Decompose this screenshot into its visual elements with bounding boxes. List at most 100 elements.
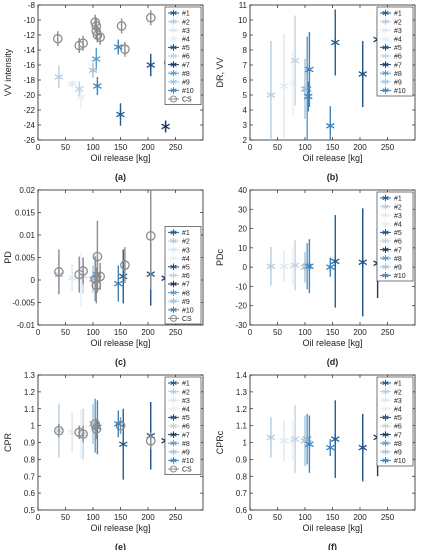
y-tick-label: 0.02 — [19, 186, 35, 195]
data-point-star — [290, 260, 300, 270]
data-point-circle — [120, 44, 130, 55]
legend-label: #6 — [182, 54, 190, 61]
data-point-star — [91, 54, 101, 64]
y-tick-label: 10 — [238, 16, 247, 25]
legend-label: #5 — [182, 265, 190, 272]
data-point-star — [358, 257, 368, 267]
legend-label: #5 — [394, 45, 402, 52]
legend-label: #3 — [394, 213, 402, 220]
x-tick-label: 0 — [248, 328, 253, 337]
legend-label: #9 — [394, 80, 402, 87]
legend-marker-star — [382, 194, 389, 202]
legend-label: #1 — [182, 381, 190, 388]
x-tick-label: 150 — [114, 143, 128, 152]
legend-marker-star — [382, 44, 389, 51]
x-axis-label: Oil release [kg] — [302, 338, 362, 348]
y-tick-label: 3 — [243, 121, 248, 130]
legend-marker-star — [170, 396, 177, 404]
data-point-circle — [92, 30, 103, 40]
legend-marker-star — [382, 431, 389, 438]
legend-marker-star — [170, 297, 177, 305]
x-tick-label: 200 — [141, 143, 155, 152]
legend-label: CS — [182, 97, 192, 104]
legend-marker-star — [170, 414, 177, 421]
y-tick-label: 2 — [243, 136, 248, 145]
data-point-circle — [116, 21, 127, 31]
y-tick-label: -0.005 — [12, 299, 35, 308]
data-point-circle — [145, 231, 156, 241]
data-point-star — [305, 261, 314, 271]
y-tick-label: -10 — [23, 16, 35, 25]
y-tick-label: 1 — [243, 439, 248, 448]
legend-marker-star — [170, 69, 177, 77]
legend-marker-star — [382, 439, 389, 447]
data-point-star — [300, 436, 310, 446]
x-tick-label: 50 — [273, 513, 282, 522]
data-point-star — [54, 72, 64, 82]
data-point-star — [290, 434, 300, 444]
legend-marker-star — [170, 439, 177, 447]
legend-label: #4 — [182, 256, 190, 263]
x-tick-label: 50 — [61, 143, 70, 152]
data-point-circle — [90, 419, 101, 429]
y-tick-label: 1.3 — [236, 388, 248, 397]
y-tick-label: -0.01 — [17, 321, 36, 330]
legend-label: #4 — [182, 37, 190, 44]
data-point-circle — [92, 251, 103, 262]
legend-label: #7 — [182, 282, 190, 289]
data-point-circle — [145, 435, 156, 446]
data-point-star — [67, 79, 77, 89]
legend-marker-star — [170, 289, 177, 296]
legend-marker-star — [382, 211, 389, 219]
y-tick-label: 0.015 — [15, 209, 36, 218]
legend-marker-star — [170, 388, 177, 395]
y-tick-label: 1.2 — [24, 388, 36, 397]
data-point-circle — [145, 12, 156, 23]
legend-label: #2 — [182, 239, 190, 246]
data-point-star — [266, 432, 276, 442]
legend-marker-star — [170, 263, 177, 271]
data-point-star — [88, 65, 98, 75]
data-layer — [266, 208, 382, 317]
y-tick-label: 1.1 — [24, 405, 36, 414]
x-tick-label: 250 — [381, 143, 395, 152]
y-tick-label: 0.01 — [19, 231, 35, 240]
x-tick-label: 100 — [298, 513, 312, 522]
y-tick-label: 0.8 — [236, 472, 248, 481]
legend-marker-star — [170, 52, 177, 60]
legend-label: #9 — [182, 450, 190, 457]
legend-label: #2 — [394, 19, 402, 26]
y-tick-label: 5 — [243, 91, 248, 100]
y-tick-label: -8 — [28, 1, 36, 10]
panel-label: (f) — [328, 542, 337, 550]
y-tick-label: 8 — [243, 46, 248, 55]
legend-label: #6 — [394, 54, 402, 61]
legend-marker-star — [170, 61, 177, 68]
legend-marker-star — [170, 272, 177, 279]
legend-label: #9 — [182, 80, 190, 87]
panel-label: (a) — [115, 172, 126, 182]
legend-marker-star — [382, 26, 389, 34]
x-axis-label: Oil release [kg] — [90, 153, 150, 163]
y-tick-label: 10 — [238, 244, 247, 253]
data-point-star — [290, 55, 300, 66]
y-tick-label: 9 — [243, 31, 248, 40]
data-point-star — [330, 434, 340, 444]
chart-panel: 0 50 100 150 200 250 0.5 0.6 0.7 0.8 0.9 1 1.1 1.2 1.3… — [3, 371, 204, 550]
legend-label: #7 — [394, 432, 402, 439]
y-tick-label: 11 — [239, 1, 248, 10]
y-tick-label: -20 — [23, 91, 35, 100]
x-axis-label: Oil release [kg] — [302, 523, 362, 533]
y-tick-label: -22 — [23, 106, 35, 115]
legend-marker-star — [170, 405, 177, 413]
data-point-circle — [78, 429, 88, 439]
x-tick-label: 150 — [326, 143, 340, 152]
y-tick-label: 1.1 — [236, 422, 248, 431]
legend-label: #4 — [394, 407, 402, 414]
legend-label: #10 — [182, 308, 194, 315]
x-tick-label: 150 — [114, 513, 128, 522]
legend-label: #6 — [394, 424, 402, 431]
x-tick-label: 50 — [273, 143, 282, 152]
legend-marker-star — [170, 35, 177, 43]
